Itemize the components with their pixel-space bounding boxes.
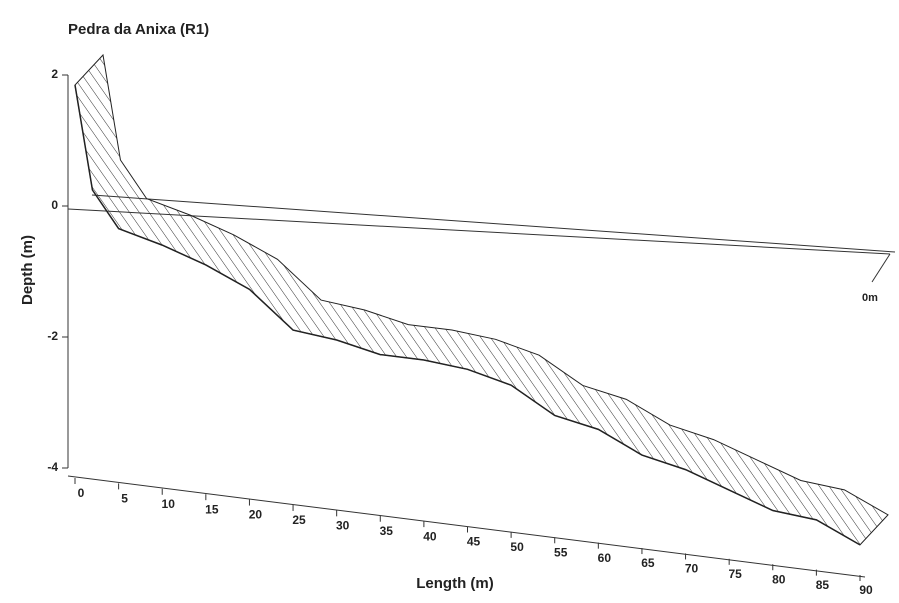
profile-line xyxy=(74,84,861,546)
x-tick-label: 0 xyxy=(78,486,85,500)
x-tick-label: 45 xyxy=(467,535,481,549)
y-tick-label: 0 xyxy=(51,198,58,212)
zero-plane-edge xyxy=(91,194,896,253)
plane-label: 0m xyxy=(862,292,878,304)
x-tick-label: 50 xyxy=(510,540,524,554)
y-axis-label: Depth (m) xyxy=(19,235,36,305)
chart-title: Pedra da Anixa (R1) xyxy=(68,21,209,38)
x-tick-label: 75 xyxy=(728,567,742,581)
x-tick-label: 20 xyxy=(249,508,263,522)
profile-surface xyxy=(74,53,889,546)
y-tick-label: -2 xyxy=(47,329,58,343)
x-tick-label: 5 xyxy=(121,492,128,506)
x-tick-label: 15 xyxy=(205,502,219,516)
x-tick-label: 90 xyxy=(859,583,873,597)
x-axis-label: Length (m) xyxy=(416,575,493,592)
zero-plane-edge xyxy=(67,208,891,255)
x-tick-label: 25 xyxy=(292,513,306,527)
x-tick-label: 65 xyxy=(641,556,655,570)
x-tick-label: 60 xyxy=(598,551,612,565)
y-tick-label: 2 xyxy=(51,67,58,81)
x-tick-label: 85 xyxy=(816,578,830,592)
x-tick-label: 80 xyxy=(772,572,786,586)
x-axis xyxy=(67,475,866,578)
x-tick-label: 55 xyxy=(554,545,568,559)
x-tick-label: 35 xyxy=(380,524,394,538)
x-tick-label: 70 xyxy=(685,562,699,576)
y-tick-label: -4 xyxy=(47,460,58,474)
zero-plane-edge xyxy=(871,253,891,283)
x-tick-label: 10 xyxy=(162,497,176,511)
x-tick-label: 40 xyxy=(423,529,437,543)
x-tick-label: 30 xyxy=(336,519,350,533)
